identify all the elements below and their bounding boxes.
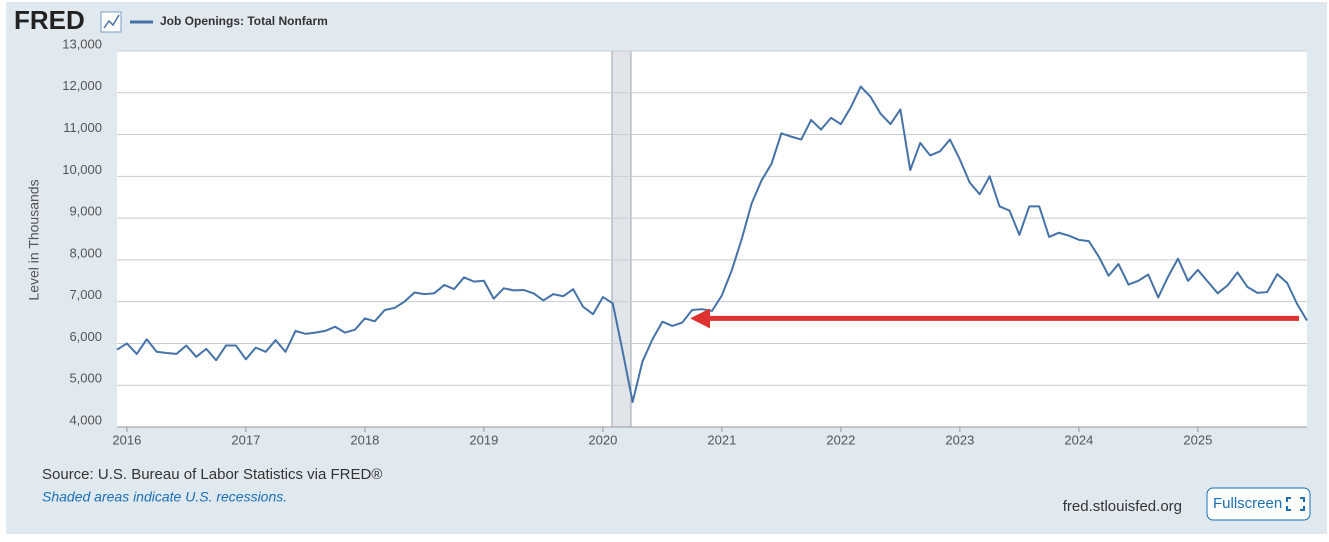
recession-band bbox=[611, 50, 632, 428]
logo-icon bbox=[100, 11, 122, 33]
y-tick-label: 11,000 bbox=[63, 120, 102, 135]
plot-area bbox=[117, 51, 1307, 427]
y-tick-label: 10,000 bbox=[62, 162, 102, 177]
button-label[interactable]: Fullscreen bbox=[1213, 495, 1282, 512]
y-tick-label: 4,000 bbox=[69, 412, 102, 427]
x-tick-label: 2025 bbox=[1183, 432, 1212, 447]
y-tick-label: 12,000 bbox=[62, 78, 102, 93]
series-line bbox=[116, 85, 1308, 403]
fullscreen-icon[interactable] bbox=[1286, 497, 1305, 511]
x-tick-label: 2023 bbox=[945, 432, 974, 447]
legend-label: Job Openings: Total Nonfarm bbox=[160, 14, 328, 28]
y-tick-label: 5,000 bbox=[69, 371, 102, 386]
x-tick-label: 2021 bbox=[707, 432, 736, 447]
y-tick-label: 7,000 bbox=[69, 287, 102, 302]
y-tick-label: 9,000 bbox=[69, 204, 102, 219]
x-tick-label: 2022 bbox=[826, 432, 855, 447]
x-tick-label: 2017 bbox=[231, 432, 260, 447]
x-tick-label: 2024 bbox=[1064, 432, 1093, 447]
site-link[interactable]: fred.stlouisfed.org bbox=[1063, 498, 1182, 515]
y-tick-label: 13,000 bbox=[62, 36, 102, 51]
x-tick-label: 2016 bbox=[112, 432, 141, 447]
source: Source: U.S. Bureau of Labor Statistics … bbox=[42, 466, 382, 483]
button-frame[interactable] bbox=[1206, 487, 1311, 521]
x-tick-label: 2019 bbox=[469, 432, 498, 447]
recession-note: Shaded areas indicate U.S. recessions. bbox=[42, 489, 287, 505]
fullscreen-button[interactable]: Fullscreen bbox=[1206, 487, 1311, 521]
y-axis-label: Level in Thousands bbox=[26, 179, 42, 300]
y-tick-label: 8,000 bbox=[69, 245, 102, 260]
x-tick-label: 2018 bbox=[350, 432, 379, 447]
x-tick-label: 2020 bbox=[588, 432, 617, 447]
y-tick-label: 6,000 bbox=[69, 329, 102, 344]
logo: FRED bbox=[14, 5, 85, 35]
